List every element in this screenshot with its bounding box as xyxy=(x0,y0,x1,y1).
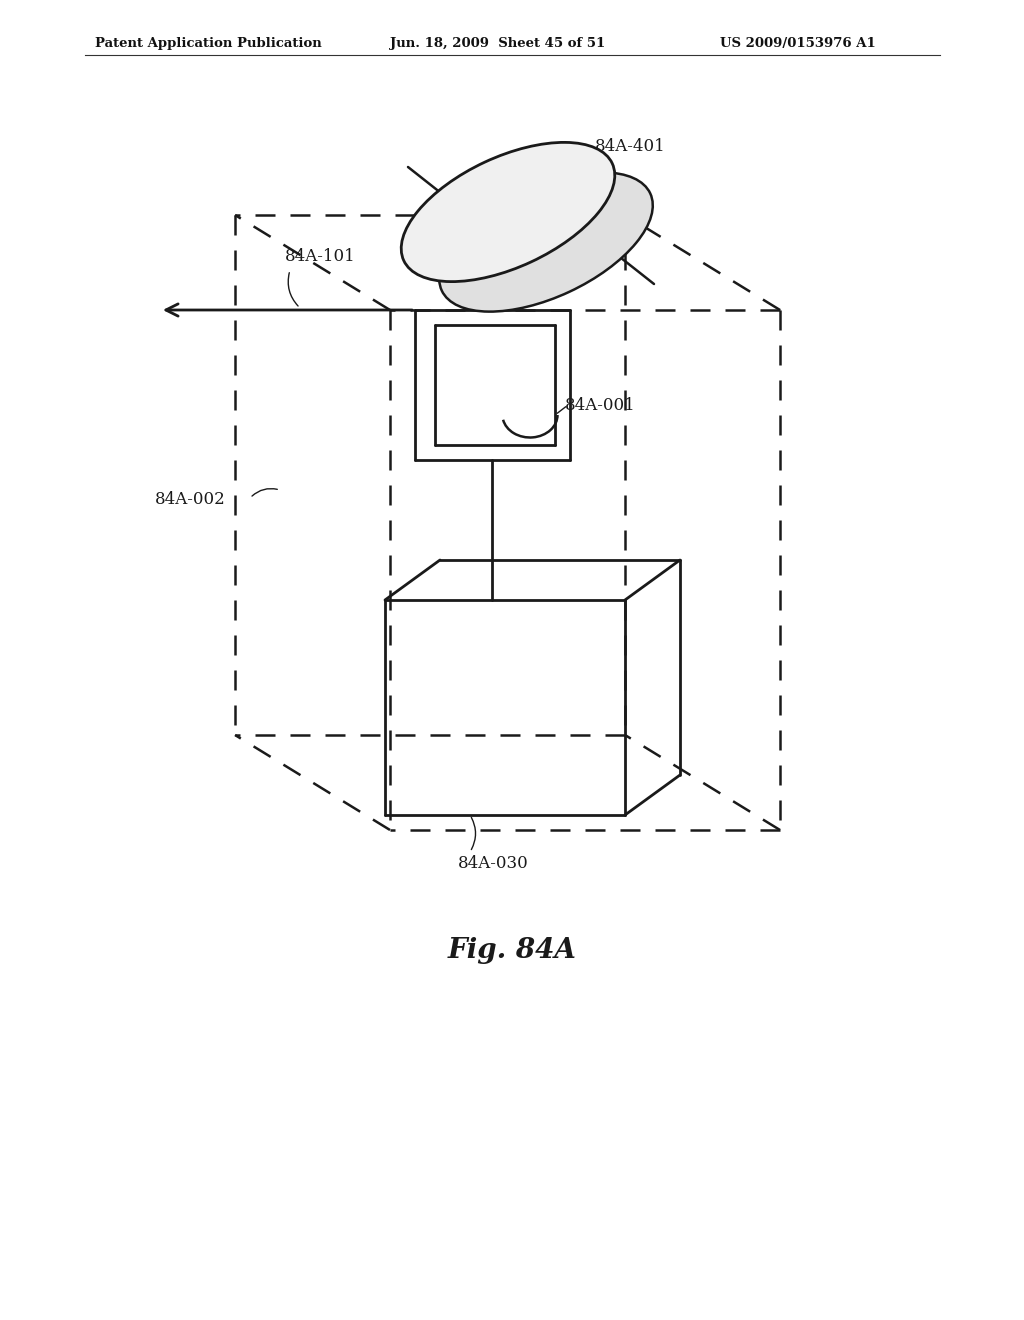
Text: Jun. 18, 2009  Sheet 45 of 51: Jun. 18, 2009 Sheet 45 of 51 xyxy=(390,37,605,50)
Text: Fig. 84A: Fig. 84A xyxy=(447,936,577,964)
Text: US 2009/0153976 A1: US 2009/0153976 A1 xyxy=(720,37,876,50)
Ellipse shape xyxy=(401,143,614,281)
Ellipse shape xyxy=(439,173,652,312)
Text: 84A-030: 84A-030 xyxy=(458,855,528,873)
Text: Patent Application Publication: Patent Application Publication xyxy=(95,37,322,50)
Text: 84A-401: 84A-401 xyxy=(595,139,666,154)
Text: 84A-002: 84A-002 xyxy=(155,491,225,508)
Text: 84A-001: 84A-001 xyxy=(565,396,636,413)
Text: 84A-101: 84A-101 xyxy=(285,248,355,265)
